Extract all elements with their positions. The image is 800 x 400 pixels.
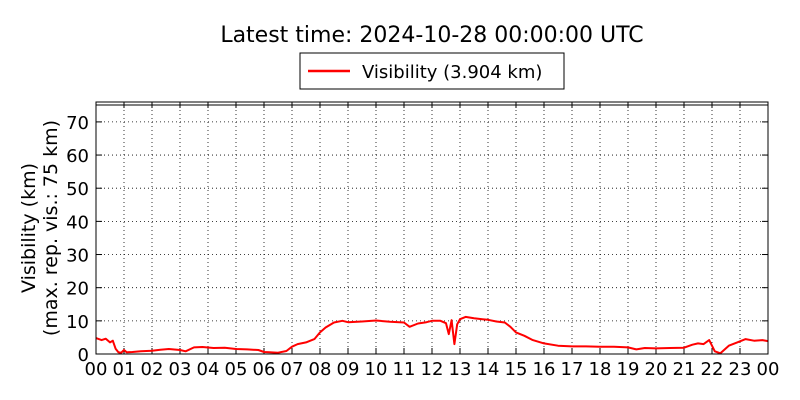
x-tick-label: 14 xyxy=(477,359,500,380)
y-tick-label: 40 xyxy=(66,212,89,233)
x-tick-label: 01 xyxy=(113,359,136,380)
x-tick-label: 12 xyxy=(421,359,444,380)
y-tick-label: 0 xyxy=(78,345,89,366)
x-tick-label: 18 xyxy=(589,359,612,380)
legend-label: Visibility (3.904 km) xyxy=(362,62,542,83)
tick-marks xyxy=(95,102,769,355)
x-tick-label: 10 xyxy=(365,359,388,380)
y-tick-label: 70 xyxy=(66,113,89,134)
y-tick-label: 10 xyxy=(66,312,89,333)
x-tick-label: 11 xyxy=(393,359,416,380)
x-tick-label: 13 xyxy=(449,359,472,380)
x-tick-label: 20 xyxy=(645,359,668,380)
legend: Visibility (3.904 km) xyxy=(299,52,565,90)
x-tick-label: 23 xyxy=(729,359,752,380)
x-tick-label: 07 xyxy=(281,359,304,380)
x-tick-label: 08 xyxy=(309,359,332,380)
x-tick-label: 02 xyxy=(141,359,164,380)
x-tick-label: 09 xyxy=(337,359,360,380)
y-tick-label: 60 xyxy=(66,146,89,167)
y-tick-label: 50 xyxy=(66,179,89,200)
x-tick-label: 15 xyxy=(505,359,528,380)
x-tick-label: 05 xyxy=(225,359,248,380)
x-tick-label: 00 xyxy=(757,359,780,380)
y-axis-sublabel: (max. rep. vis.: 75 km) xyxy=(40,120,62,336)
x-tick-label: 22 xyxy=(701,359,724,380)
x-tick-label: 00 xyxy=(85,359,108,380)
x-tick-label: 16 xyxy=(533,359,556,380)
x-tick-label: 17 xyxy=(561,359,584,380)
y-axis-label: Visibility (km) xyxy=(18,163,40,293)
y-tick-label: 30 xyxy=(66,246,89,267)
y-tick-label: 20 xyxy=(66,279,89,300)
x-tick-label: 03 xyxy=(169,359,192,380)
grid-lines xyxy=(96,102,768,354)
x-tick-label: 06 xyxy=(253,359,276,380)
visibility-series-line xyxy=(95,315,769,355)
x-tick-label: 04 xyxy=(197,359,220,380)
x-tick-label: 19 xyxy=(617,359,640,380)
x-tick-label: 21 xyxy=(673,359,696,380)
tick-labels: 00 01 02 03 04 05 06 07 08 09 10 11 12 13 14 15 16 17 18 19… xyxy=(66,113,779,380)
plot-area-frame xyxy=(95,101,769,355)
chart-title: Latest time: 2024-10-28 00:00:00 UTC xyxy=(220,23,643,48)
